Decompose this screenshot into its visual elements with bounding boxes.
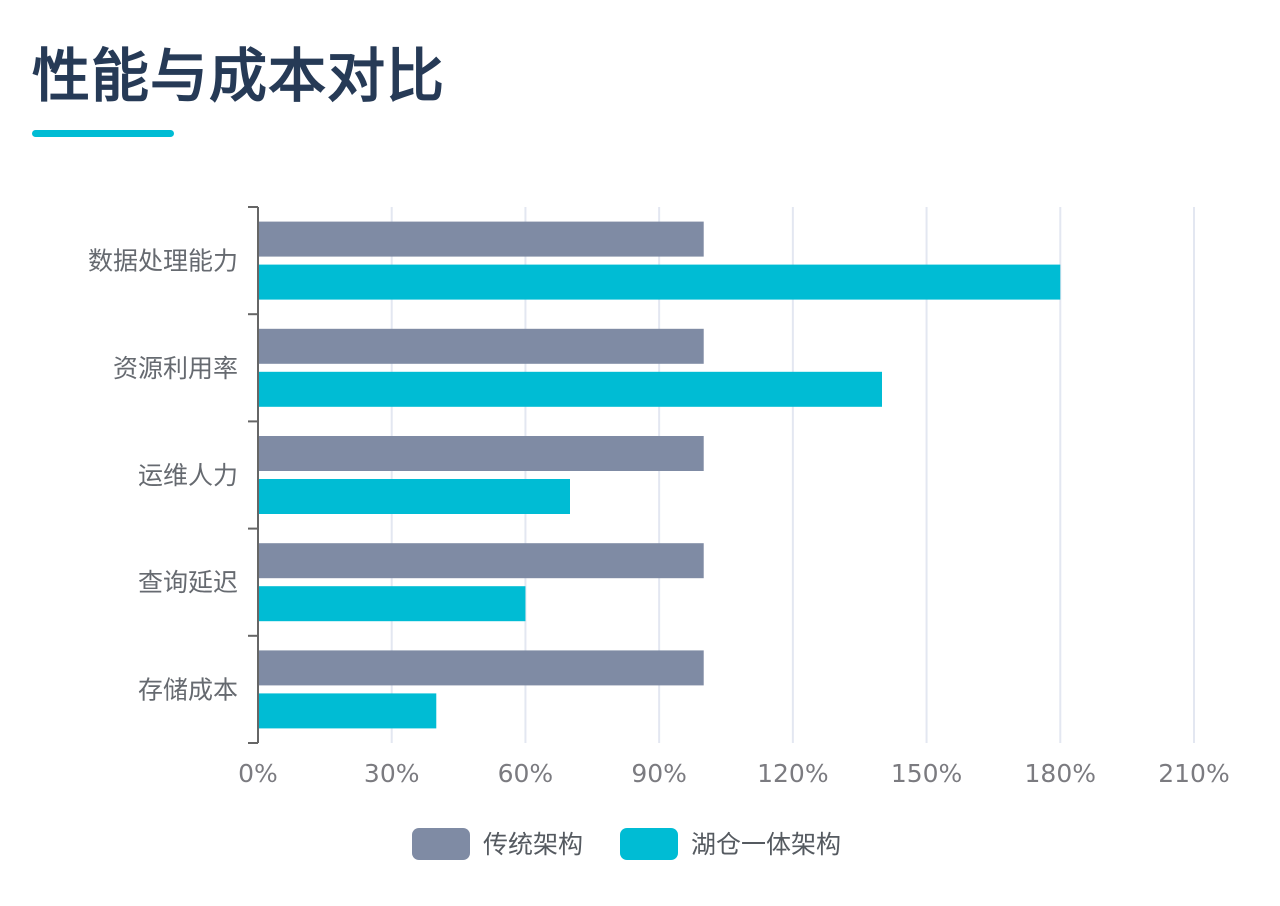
legend-swatch	[620, 828, 678, 860]
bar	[258, 264, 1061, 300]
bar	[258, 479, 570, 514]
bar	[258, 371, 882, 407]
bar	[258, 221, 704, 257]
x-tick-label: 30%	[364, 759, 420, 788]
bar	[258, 693, 437, 729]
bars	[258, 221, 1061, 729]
category-label: 存储成本	[138, 675, 238, 704]
category-label: 查询延迟	[138, 568, 238, 597]
x-tick-label: 120%	[757, 759, 828, 788]
axes	[248, 206, 259, 744]
legend: 传统架构 湖仓一体架构	[412, 828, 841, 860]
bar	[258, 586, 526, 622]
x-tick-label: 60%	[498, 759, 554, 788]
category-label: 数据处理能力	[88, 247, 238, 276]
bar	[258, 650, 704, 686]
title-underline	[32, 130, 174, 137]
legend-swatch	[412, 828, 470, 860]
x-tick-label: 0%	[238, 759, 278, 788]
x-tick-label: 150%	[891, 759, 962, 788]
legend-label: 湖仓一体架构	[691, 830, 841, 859]
bar	[258, 543, 704, 579]
bar	[258, 436, 704, 471]
bar	[258, 328, 704, 364]
x-tick-label: 90%	[631, 759, 687, 788]
x-tick-label: 210%	[1158, 759, 1229, 788]
page-title: 性能与成本对比	[32, 42, 446, 110]
category-label: 运维人力	[138, 461, 238, 490]
axis-labels: 0% 30% 60% 90% 120% 150% 180% 210% 数据处理能力资源利用率运维…	[88, 247, 1230, 788]
legend-label: 传统架构	[483, 830, 583, 859]
x-tick-label: 180%	[1025, 759, 1096, 788]
category-label: 资源利用率	[113, 354, 238, 383]
